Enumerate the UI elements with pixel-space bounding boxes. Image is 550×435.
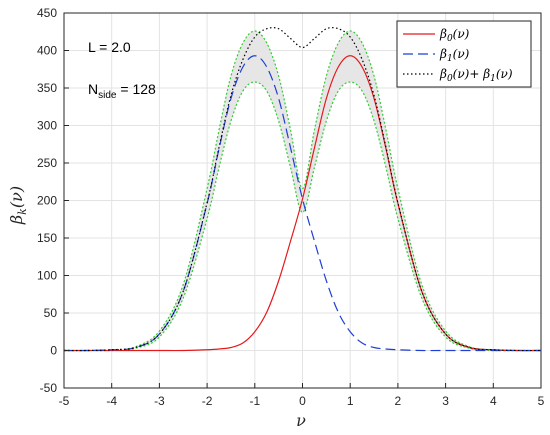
x-axis-label: ν bbox=[296, 411, 306, 430]
y-axis-label: βk(ν) bbox=[7, 186, 29, 225]
annotation-nside-tail: = 128 bbox=[116, 81, 156, 97]
annotation-nside-main: N bbox=[88, 81, 98, 97]
y-axis-label-sub: k bbox=[16, 208, 29, 215]
axis-ticks: -5 -4 -3 -2 -1 0 1 2 3 4 5 -50 0 50 100 150 200 250 300 350… bbox=[37, 6, 545, 408]
confidence-band bbox=[63, 30, 542, 352]
x-tick-label: 0 bbox=[299, 394, 306, 408]
legend-label-sum: β0(ν)+ β1(ν) bbox=[439, 67, 513, 84]
x-tick-label: -5 bbox=[59, 394, 70, 408]
y-tick-label: 50 bbox=[44, 306, 58, 320]
x-tick-label: -3 bbox=[154, 394, 165, 408]
band-lower-edge bbox=[64, 81, 541, 352]
y-tick-label: 450 bbox=[37, 6, 57, 20]
band-upper-edge bbox=[63, 30, 542, 352]
y-tick-label: -50 bbox=[40, 381, 58, 395]
x-tick-label: -2 bbox=[202, 394, 213, 408]
x-tick-label: 2 bbox=[395, 394, 402, 408]
y-tick-label: 400 bbox=[37, 44, 57, 58]
x-tick-label: -1 bbox=[249, 394, 260, 408]
annotation-nside-sub: side bbox=[98, 90, 117, 101]
x-tick-label: -4 bbox=[106, 394, 117, 408]
x-tick-label: 1 bbox=[347, 394, 354, 408]
band-fill bbox=[64, 31, 541, 351]
annotation-nside: Nside = 128 bbox=[88, 81, 156, 101]
y-tick-label: 150 bbox=[37, 231, 57, 245]
x-tick-label: 3 bbox=[442, 394, 449, 408]
y-tick-label: 100 bbox=[37, 269, 57, 283]
y-axis-label-tail: (ν) bbox=[7, 186, 26, 208]
x-tick-label: 4 bbox=[490, 394, 497, 408]
series-line-beta0 bbox=[64, 55, 542, 352]
legend-label-beta1: β1(ν) bbox=[439, 47, 470, 64]
legend-label-beta0: β0(ν) bbox=[439, 27, 470, 44]
y-tick-label: 250 bbox=[37, 156, 57, 170]
annotation-l: L = 2.0 bbox=[88, 39, 131, 55]
y-tick-label: 300 bbox=[37, 119, 57, 133]
series-lines bbox=[63, 27, 542, 352]
y-axis-label-main: β bbox=[7, 215, 26, 225]
legend: β0(ν) β1(ν) β0(ν)+ β1(ν) bbox=[396, 20, 532, 88]
x-tick-label: 5 bbox=[538, 394, 545, 408]
y-tick-label: 350 bbox=[37, 81, 57, 95]
y-tick-label: 0 bbox=[50, 344, 57, 358]
y-tick-label: 200 bbox=[37, 194, 57, 208]
